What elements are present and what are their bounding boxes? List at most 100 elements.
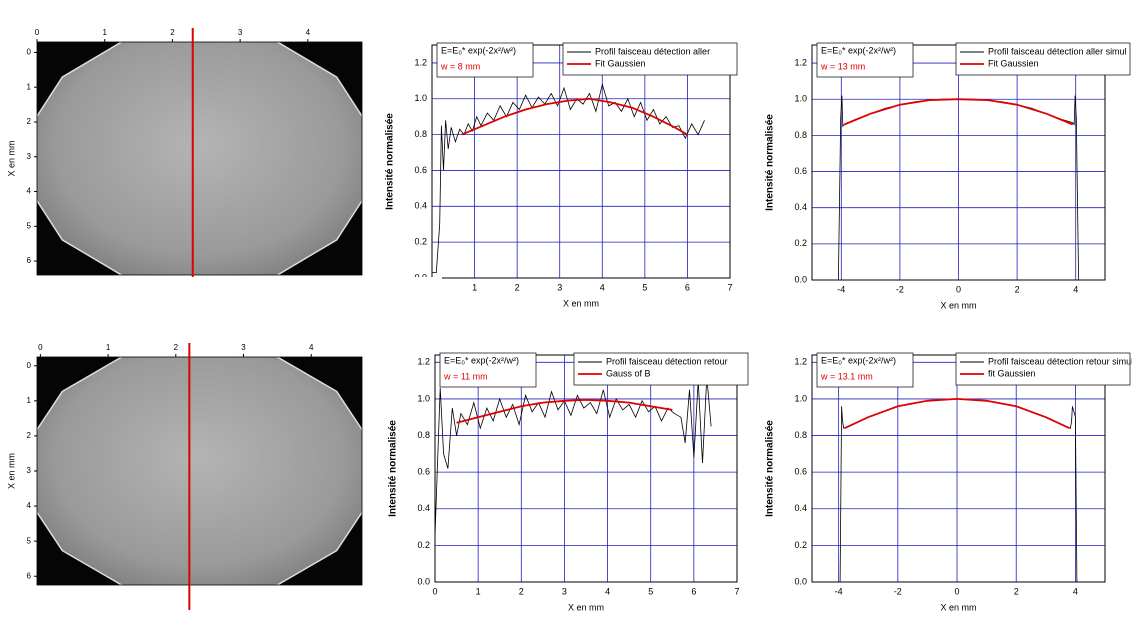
equation: E=E₀* exp(-2x²/w²) xyxy=(821,355,896,365)
y-tick-label: 0.8 xyxy=(794,430,807,440)
y-tick-label: 0.8 xyxy=(414,129,427,139)
legend-label: Profil faisceau détection retour xyxy=(606,356,728,366)
x-axis-label: X en mm xyxy=(568,602,604,612)
y-tick-label: 0.6 xyxy=(417,467,430,477)
x-tick-label: 0 xyxy=(38,343,43,352)
x-tick-label: 2 xyxy=(519,586,524,596)
x-tick-label: 1 xyxy=(472,282,477,292)
y-tick-label: 6 xyxy=(27,571,32,580)
legend-label: Profil faisceau détection aller xyxy=(595,46,710,56)
y-tick-label: 0.2 xyxy=(417,540,430,550)
x-tick-label: 5 xyxy=(648,586,653,596)
y-tick-label: 0.4 xyxy=(794,503,807,513)
beam-image xyxy=(27,27,372,290)
y-tick-label: 1.0 xyxy=(417,393,430,403)
y-tick-label: 0.6 xyxy=(794,166,807,176)
equation: E=E₀* exp(-2x²/w²) xyxy=(821,45,896,55)
y-tick-label: 0.8 xyxy=(794,130,807,140)
y-tick-label: 0.0 xyxy=(794,274,807,284)
y-tick-label: 5 xyxy=(27,221,32,230)
y-tick-label: 0.6 xyxy=(794,467,807,477)
x-tick-label: 3 xyxy=(557,282,562,292)
legend-box xyxy=(573,352,749,386)
y-axis-label: Intensité normalisée xyxy=(765,420,776,517)
y-tick-label: 4 xyxy=(27,187,32,196)
data-line xyxy=(844,397,1070,430)
y-tick-label: 6 xyxy=(27,256,32,265)
y-tick-label: 3 xyxy=(27,152,32,161)
x-tick-label: 4 xyxy=(605,586,610,596)
x-tick-label: -4 xyxy=(835,586,843,596)
x-tick-label: 1 xyxy=(102,28,107,37)
x-tick-label: -4 xyxy=(837,284,845,294)
x-tick-label: 2 xyxy=(174,343,179,352)
x-tick-label: 4 xyxy=(600,282,605,292)
y-tick-label: 0.2 xyxy=(414,237,427,247)
y-tick-label: 2 xyxy=(27,431,32,440)
y-tick-label: 1.2 xyxy=(794,357,807,367)
legend-box xyxy=(955,42,1131,76)
x-axis-label: X en mm xyxy=(940,300,976,310)
y-axis-label: Intensité normalisée xyxy=(765,114,776,211)
y-tick-label: 1.0 xyxy=(794,393,807,403)
y-tick-label: 1 xyxy=(27,82,32,91)
beam-image xyxy=(27,342,372,600)
y-axis-label: Intensité normalisée xyxy=(385,113,396,210)
equation: E=E₀* exp(-2x²/w²) xyxy=(441,45,516,55)
legend-label: Profil faisceau détection retour simul xyxy=(988,356,1132,366)
y-axis-label: Intensité normalisée xyxy=(388,420,399,517)
y-axis-label: X en mm xyxy=(6,453,16,489)
annotation: w = 13 mm xyxy=(820,61,865,71)
x-tick-label: 2 xyxy=(515,282,520,292)
x-tick-label: 1 xyxy=(106,343,111,352)
x-axis-label: X en mm xyxy=(563,298,599,308)
x-tick-label: 7 xyxy=(734,586,739,596)
data-line xyxy=(461,97,688,136)
plot-area xyxy=(435,355,737,582)
x-tick-label: 2 xyxy=(1014,586,1019,596)
y-tick-label: 0.2 xyxy=(794,238,807,248)
x-tick-label: 0 xyxy=(955,586,960,596)
x-tick-label: 7 xyxy=(727,282,732,292)
annotation: w = 13.1 mm xyxy=(820,371,873,381)
y-tick-label: 4 xyxy=(27,501,32,510)
x-tick-label: 6 xyxy=(685,282,690,292)
data-line xyxy=(434,376,712,537)
y-tick-label: 3 xyxy=(27,466,32,475)
x-tick-label: 4 xyxy=(1073,586,1078,596)
x-tick-label: 6 xyxy=(691,586,696,596)
x-tick-label: 2 xyxy=(1015,284,1020,294)
y-tick-label: 1.2 xyxy=(417,357,430,367)
y-tick-label: 0.0 xyxy=(417,576,430,586)
legend-label: Gauss of B xyxy=(606,368,651,378)
legend-label: fit Gaussien xyxy=(988,368,1036,378)
x-tick-label: 0 xyxy=(432,586,437,596)
x-tick-label: 4 xyxy=(309,343,314,352)
equation-box xyxy=(816,42,914,78)
y-tick-label: 1.0 xyxy=(794,94,807,104)
y-tick-label: 0.6 xyxy=(414,165,427,175)
x-axis-label: X en mm xyxy=(940,602,976,612)
equation-box xyxy=(436,42,534,78)
y-tick-label: 0.2 xyxy=(794,540,807,550)
y-tick-label: 0.0 xyxy=(794,576,807,586)
y-tick-label: 0 xyxy=(27,48,32,57)
legend-box xyxy=(562,42,738,76)
y-tick-label: 1.0 xyxy=(414,93,427,103)
annotation: w = 11 mm xyxy=(443,371,488,381)
data-line xyxy=(456,398,673,424)
y-tick-label: 0.4 xyxy=(417,503,430,513)
x-tick-label: 3 xyxy=(562,586,567,596)
y-tick-label: 0.4 xyxy=(794,202,807,212)
legend-label: Profil faisceau détection aller simul xyxy=(988,46,1127,56)
data-line xyxy=(432,82,705,274)
x-tick-label: 3 xyxy=(238,28,243,37)
annotation: w = 8 mm xyxy=(440,61,480,71)
y-tick-label: 0.8 xyxy=(417,430,430,440)
x-tick-label: 3 xyxy=(241,343,246,352)
y-tick-label: 1 xyxy=(27,396,32,405)
y-tick-label: 5 xyxy=(27,536,32,545)
x-tick-label: 0 xyxy=(35,28,40,37)
x-tick-label: 5 xyxy=(642,282,647,292)
plot-area xyxy=(812,355,1105,582)
